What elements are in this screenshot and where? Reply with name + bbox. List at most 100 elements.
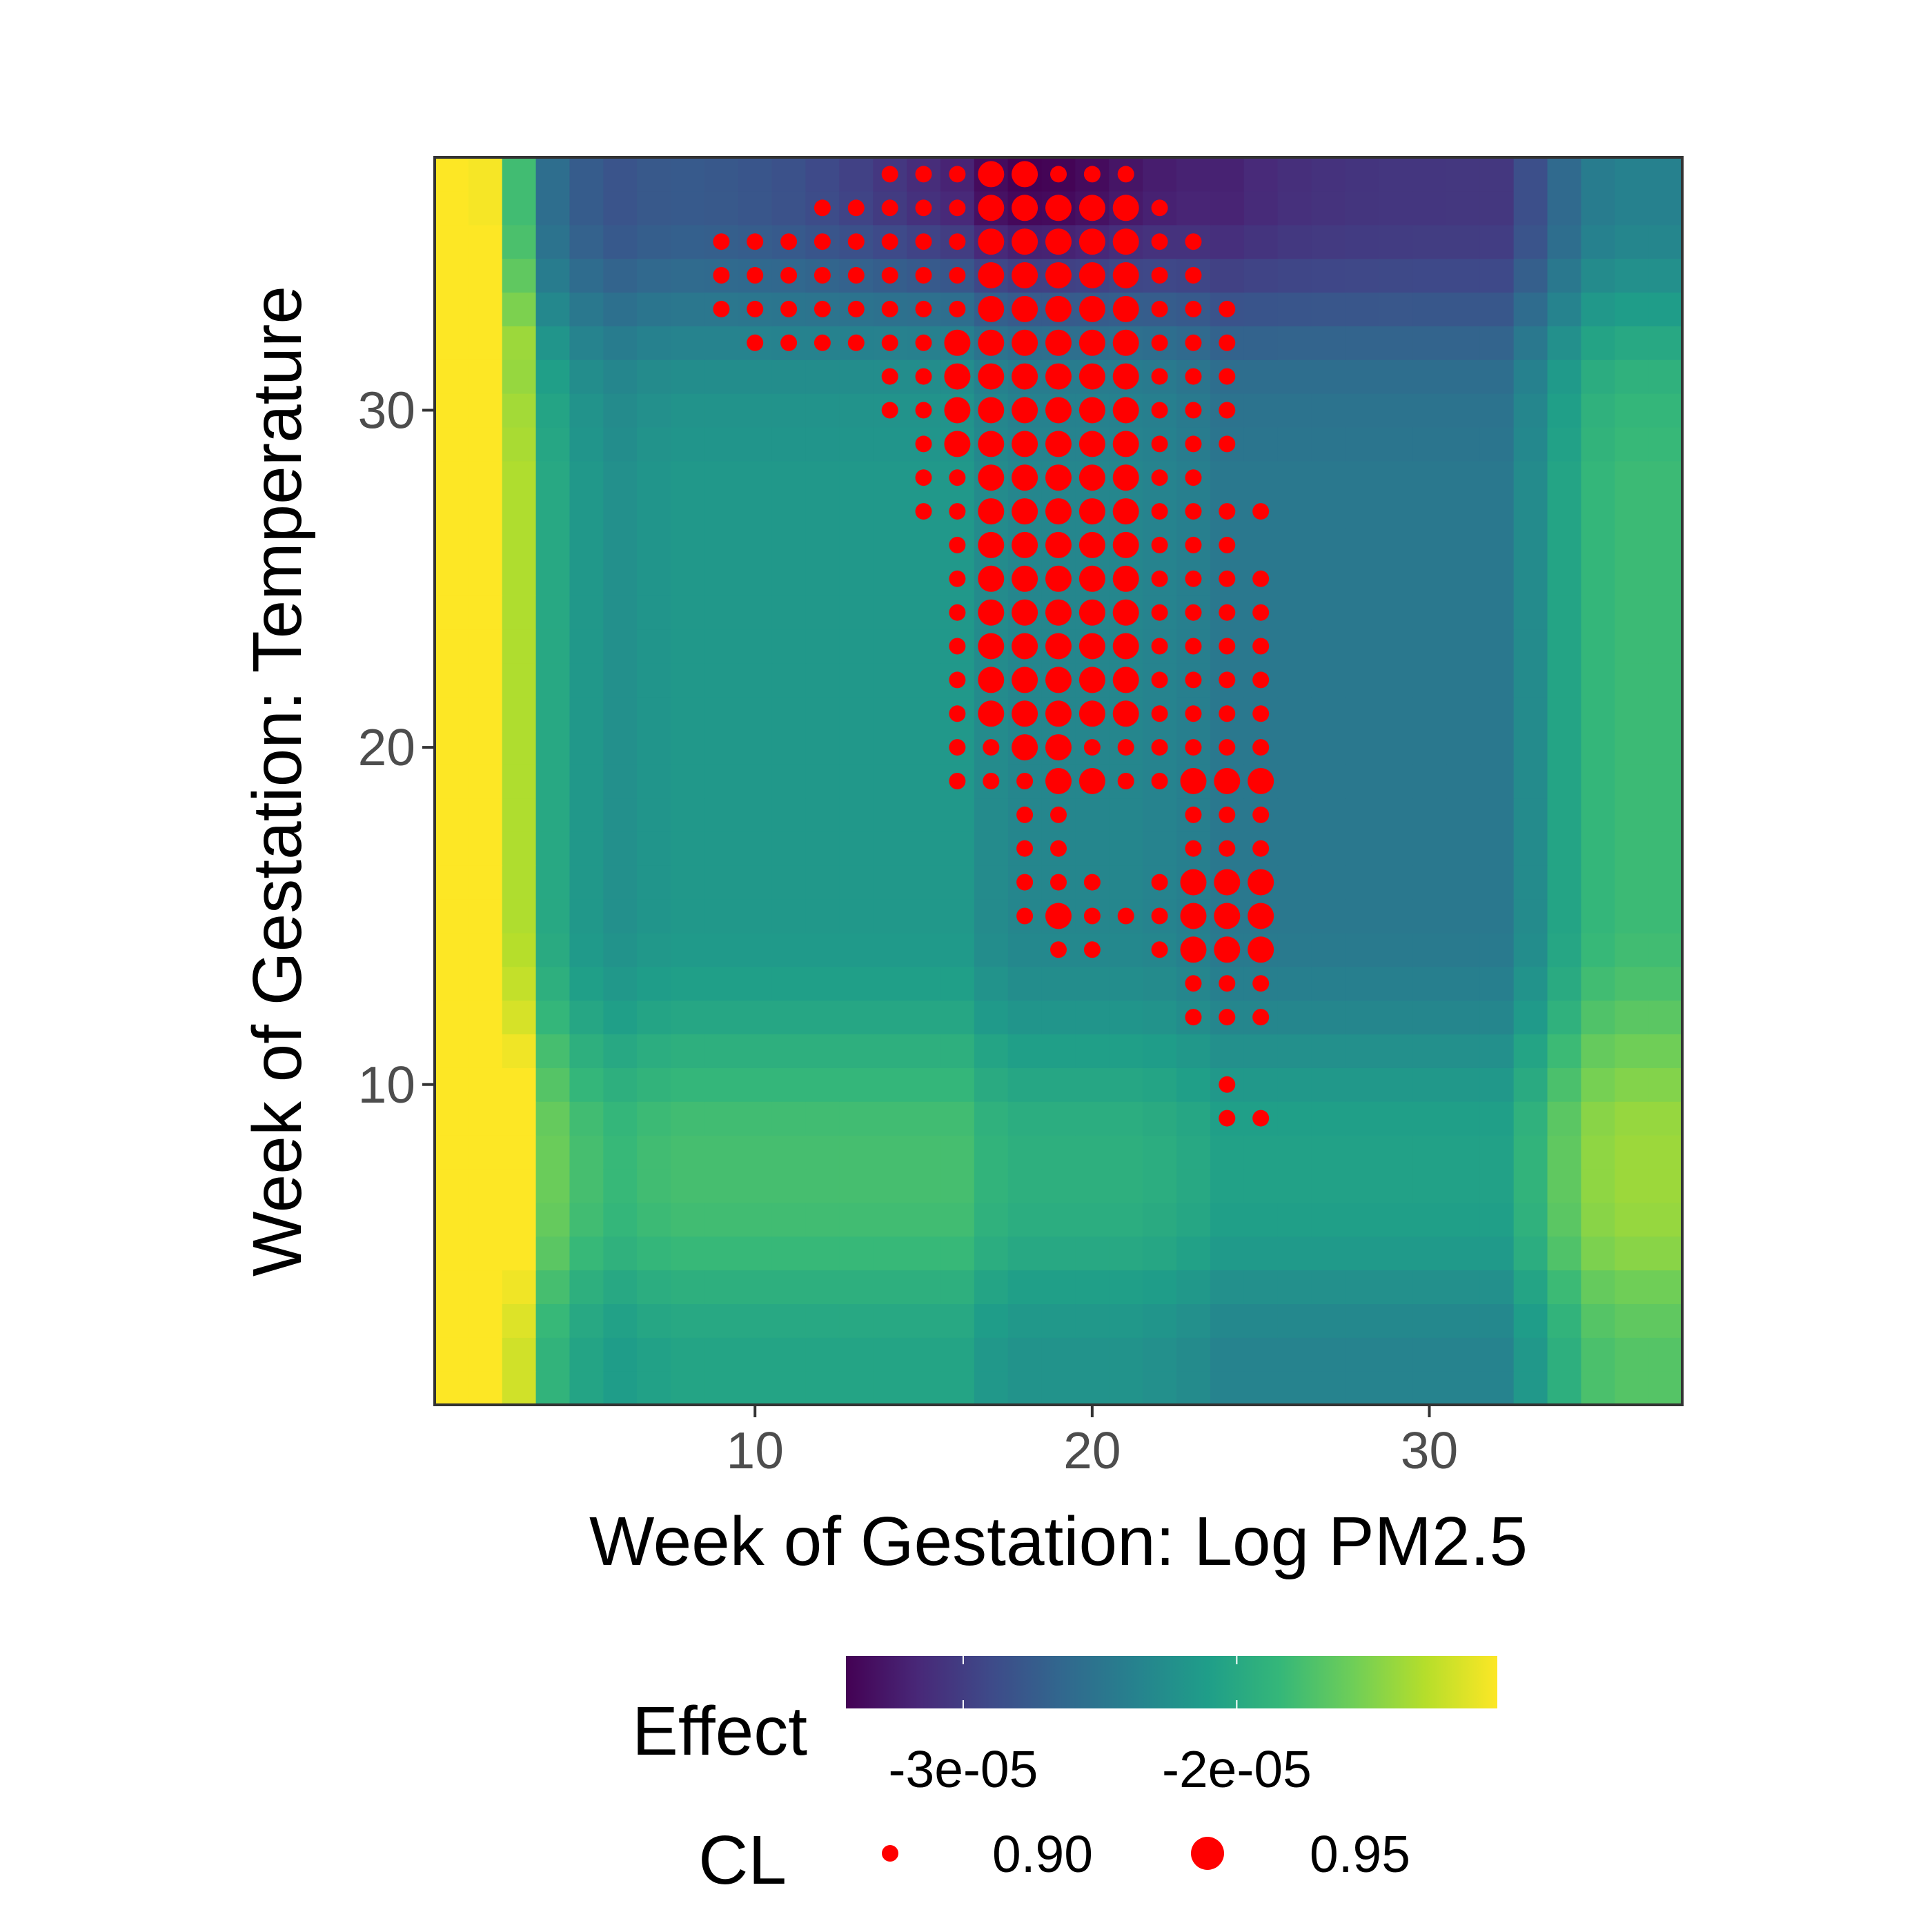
heatmap-cell: [637, 258, 671, 293]
heatmap-cell: [569, 662, 604, 698]
heatmap-cell: [671, 595, 705, 630]
heatmap-cell: [1581, 966, 1615, 1001]
heatmap-cell: [468, 1067, 503, 1102]
heatmap-cell: [1479, 393, 1515, 428]
heatmap-cell: [637, 562, 671, 596]
heatmap-cell: [1615, 629, 1649, 664]
heatmap-cell: [637, 460, 671, 495]
heatmap-cell: [1446, 764, 1481, 799]
point-cl-095: [1078, 363, 1105, 390]
heatmap-cell: [1581, 292, 1615, 326]
heatmap-cell: [1513, 326, 1548, 360]
heatmap-cell: [1041, 1202, 1076, 1237]
heatmap-cell: [805, 764, 840, 799]
point-cl-090: [1252, 739, 1270, 756]
heatmap-cell: [1243, 190, 1279, 226]
heatmap-cell: [771, 528, 807, 562]
heatmap-cell: [1446, 562, 1481, 596]
heatmap-cell: [738, 932, 773, 967]
heatmap-cell: [569, 1067, 604, 1102]
heatmap-cell: [873, 696, 907, 731]
point-cl-095: [1045, 397, 1072, 424]
point-cl-095: [1045, 565, 1072, 592]
heatmap-cell: [1311, 899, 1346, 934]
heatmap-cell: [1210, 157, 1245, 192]
point-cl-095: [1078, 768, 1105, 794]
heatmap-cell: [1143, 831, 1177, 866]
heatmap-cell: [1581, 562, 1615, 596]
heatmap-cell: [1311, 190, 1346, 226]
point-cl-095: [1045, 599, 1072, 626]
heatmap-cell: [839, 1303, 874, 1338]
heatmap-cell: [1479, 460, 1515, 495]
heatmap-cell: [1243, 1371, 1279, 1405]
heatmap-cell: [535, 1303, 571, 1338]
heatmap-cell: [468, 528, 503, 562]
heatmap-cell: [1547, 1371, 1581, 1405]
heatmap-cell: [1412, 629, 1447, 664]
heatmap-cell: [1311, 393, 1346, 428]
heatmap-cell: [907, 629, 941, 664]
point-cl-090: [1117, 907, 1134, 925]
heatmap-cell: [535, 696, 571, 731]
heatmap-cell: [1412, 1202, 1447, 1237]
heatmap-cell: [1648, 528, 1682, 562]
heatmap-cell: [839, 1101, 874, 1136]
heatmap-cell: [704, 562, 739, 596]
heatmap-cell: [468, 1337, 503, 1372]
point-cl-095: [978, 700, 1005, 727]
heatmap-cell: [1176, 1202, 1211, 1237]
heatmap-cell: [907, 831, 941, 866]
heatmap-cell: [1479, 1337, 1515, 1372]
heatmap-cell: [940, 932, 975, 967]
heatmap-cell: [771, 629, 807, 664]
heatmap-cell: [873, 764, 907, 799]
heatmap-cell: [704, 1101, 739, 1136]
heatmap-cell: [1581, 696, 1615, 731]
heatmap-cell: [1581, 1101, 1615, 1136]
heatmap-cell: [535, 562, 571, 596]
heatmap-cell: [704, 1236, 739, 1271]
heatmap-cell: [603, 932, 638, 967]
heatmap-cell: [1143, 1371, 1177, 1405]
heatmap-cell: [1615, 393, 1649, 428]
heatmap-cell: [637, 798, 671, 832]
heatmap-cell: [940, 1168, 975, 1203]
heatmap-cell: [468, 932, 503, 967]
heatmap-cell: [1311, 662, 1346, 698]
point-cl-090: [1151, 570, 1168, 587]
heatmap-cell: [738, 494, 773, 529]
heatmap-cell: [738, 1034, 773, 1068]
heatmap-cell: [1075, 966, 1110, 1001]
heatmap-cell: [1615, 1168, 1649, 1203]
x-tick-label: 20: [1063, 1421, 1121, 1479]
heatmap-cell: [907, 696, 941, 731]
heatmap-cell: [569, 831, 604, 866]
heatmap-cell: [1648, 1270, 1682, 1304]
heatmap-cell: [907, 595, 941, 630]
point-cl-090: [1151, 469, 1168, 486]
heatmap-cell: [1412, 1236, 1447, 1271]
y-tick-label: 10: [358, 1056, 415, 1114]
heatmap-cell: [1615, 966, 1649, 1001]
heatmap-cell: [1615, 426, 1649, 462]
heatmap-cell: [569, 932, 604, 967]
point-cl-090: [1185, 503, 1202, 520]
point-cl-095: [1078, 599, 1105, 626]
heatmap-cell: [468, 831, 503, 866]
heatmap-cell: [704, 966, 739, 1001]
heatmap-cell: [468, 629, 503, 664]
heatmap-cell: [1277, 629, 1312, 664]
heatmap-cell: [671, 292, 705, 326]
point-cl-095: [1078, 195, 1105, 221]
heatmap-cell: [1547, 764, 1581, 799]
heatmap-cell: [435, 899, 469, 934]
heatmap-cell: [502, 359, 537, 394]
heatmap-cell: [1041, 1337, 1076, 1372]
heatmap-cell: [1311, 629, 1346, 664]
heatmap-cell: [771, 899, 807, 934]
heatmap-cell: [468, 1034, 503, 1068]
heatmap-cell: [1513, 190, 1548, 226]
heatmap-cell: [1210, 224, 1245, 259]
heatmap-cell: [637, 326, 671, 360]
